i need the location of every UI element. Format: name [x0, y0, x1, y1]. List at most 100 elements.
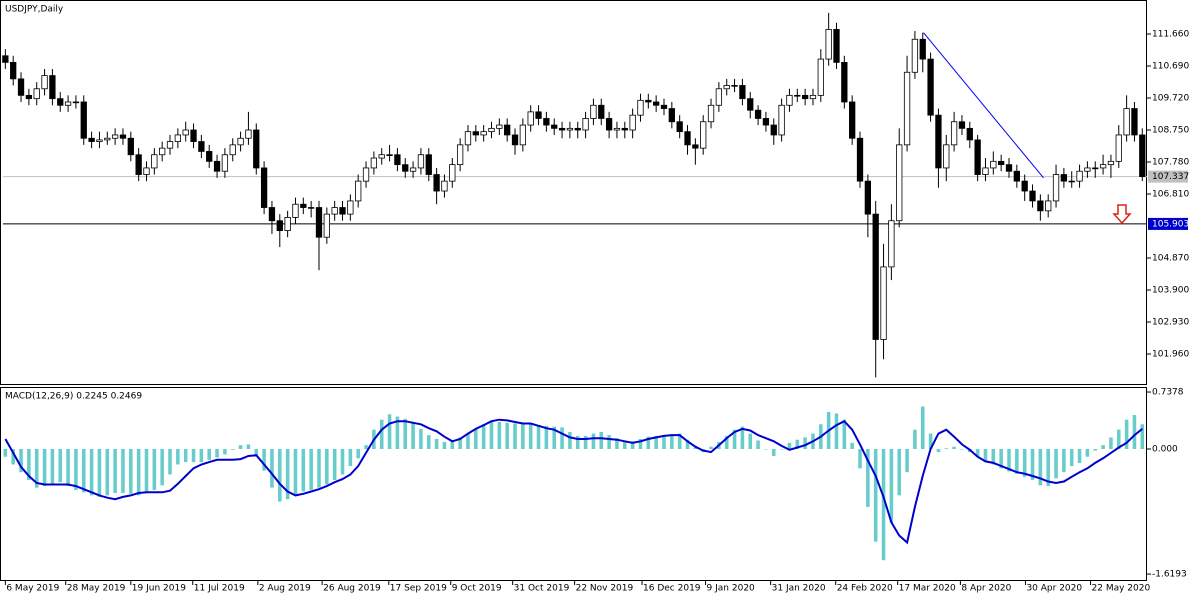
histogram-bar: [897, 449, 901, 496]
histogram-bar: [1062, 449, 1066, 473]
candle-body: [841, 61, 848, 103]
candle-body: [496, 124, 503, 129]
histogram-bar: [975, 449, 980, 457]
histogram-bar: [575, 435, 580, 450]
candle-body: [621, 127, 628, 131]
candle-body: [582, 118, 589, 131]
candle-body: [880, 266, 887, 340]
y-tick-label: 110.690: [1152, 62, 1189, 72]
histogram-bar: [1046, 449, 1050, 487]
candle-body: [715, 88, 723, 106]
candle-body: [1068, 180, 1075, 183]
candle-body: [41, 75, 48, 90]
histogram-bar: [301, 449, 306, 492]
candle-body: [315, 207, 323, 238]
histogram-bar: [630, 441, 635, 450]
candle-body: [762, 118, 770, 126]
histogram-bar: [285, 449, 290, 500]
histogram-bar: [952, 446, 956, 450]
histogram-bar: [528, 424, 533, 450]
histogram-bar: [356, 449, 360, 459]
candle-body: [206, 151, 213, 162]
candle-body: [653, 101, 660, 106]
price-line-label-box: [1148, 170, 1188, 183]
x-tick-label: 28 May 2019: [67, 584, 126, 594]
candle-body: [1092, 167, 1099, 170]
candle-body: [417, 154, 425, 169]
histogram-bar: [913, 429, 917, 450]
candle-body: [801, 94, 809, 100]
histogram-bar: [944, 448, 949, 450]
histogram-bar: [50, 449, 55, 484]
histogram-bar: [97, 449, 102, 497]
candle-body: [919, 38, 926, 60]
histogram-bar: [411, 422, 415, 450]
histogram-bar: [552, 426, 556, 450]
candle-body: [1060, 174, 1068, 182]
histogram-bar: [787, 442, 792, 450]
histogram-bar: [183, 449, 188, 463]
histogram-bar: [238, 445, 243, 450]
histogram-bar: [748, 433, 753, 450]
candle-body: [119, 134, 127, 139]
candle-body: [668, 108, 675, 123]
candle-body: [394, 154, 401, 166]
candle-body: [958, 121, 966, 129]
candle-body: [1013, 170, 1020, 182]
candle-body: [1037, 200, 1044, 212]
histogram-bar: [317, 449, 321, 488]
histogram-bar: [1069, 449, 1074, 467]
histogram-bar: [599, 432, 604, 450]
histogram-bar: [1140, 424, 1145, 450]
histogram-bar: [591, 433, 596, 450]
histogram-bar: [262, 449, 266, 471]
histogram-bar: [113, 449, 117, 494]
histogram-bar: [842, 419, 847, 450]
x-tick-label: 17 Mar 2020: [899, 584, 956, 594]
candle-body: [1005, 164, 1013, 172]
x-tick-label: 9 Jan 2020: [707, 584, 755, 594]
candle-body: [237, 137, 244, 146]
x-tick-label: 30 Apr 2020: [1026, 584, 1082, 594]
candle-body: [33, 88, 40, 100]
macd-panel: [0, 387, 1147, 581]
histogram-bar: [1085, 449, 1090, 457]
candle-body: [1029, 190, 1036, 202]
histogram-bar: [607, 435, 611, 450]
candle-body: [896, 144, 903, 222]
histogram-bar: [991, 449, 996, 465]
candle-body: [770, 124, 777, 136]
candle-body: [143, 167, 150, 175]
candle-body: [590, 104, 597, 119]
histogram-bar: [223, 449, 227, 455]
candle-body: [1139, 134, 1146, 178]
histogram-bar: [905, 449, 909, 473]
candle-body: [519, 124, 527, 146]
histogram-bar: [254, 449, 259, 457]
x-tick-label: 26 Aug 2019: [323, 584, 381, 594]
histogram-bar: [772, 449, 776, 456]
histogram-bar: [646, 436, 651, 450]
candle-body: [300, 203, 307, 208]
candle-body: [778, 104, 785, 136]
histogram-bar: [278, 449, 282, 502]
candle-body: [566, 127, 574, 131]
histogram-bar: [1124, 419, 1129, 450]
y-tick-label: 111.660: [1152, 30, 1189, 40]
candle-body: [943, 144, 950, 169]
histogram-bar: [677, 433, 682, 450]
histogram-bar: [756, 440, 760, 450]
candle-body: [480, 131, 487, 136]
histogram-bar: [560, 427, 564, 450]
candle-body: [825, 28, 832, 60]
histogram-bar: [960, 449, 964, 450]
histogram-bar: [450, 441, 455, 450]
histogram-bar: [442, 442, 447, 450]
histogram-bar: [309, 449, 313, 490]
candle-body: [731, 85, 738, 87]
histogram-bar: [1109, 437, 1113, 450]
candle-body: [990, 160, 997, 169]
x-tick-label: 24 Feb 2020: [837, 584, 893, 594]
histogram-bar: [858, 449, 862, 469]
